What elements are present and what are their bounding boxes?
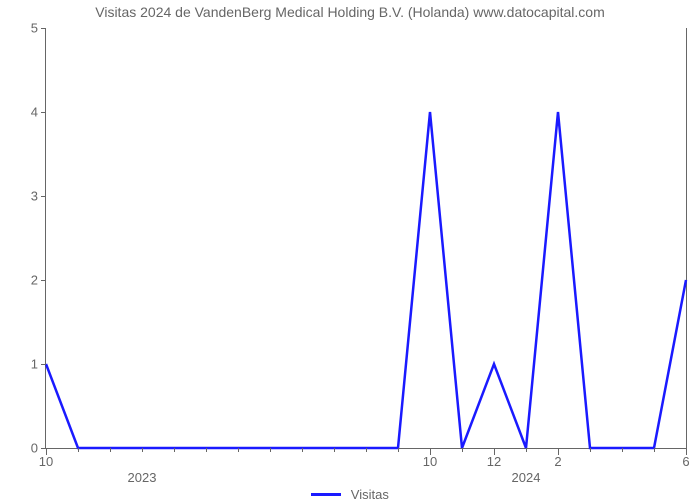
x-tick-mark xyxy=(78,448,79,452)
x-tick-label: 10 xyxy=(39,448,53,469)
x-tick-label: 10 xyxy=(423,448,437,469)
y-tick-mark xyxy=(41,112,46,113)
legend-swatch xyxy=(311,493,341,496)
year-label: 2024 xyxy=(512,448,541,485)
x-tick-mark xyxy=(110,448,111,452)
x-tick-label: 6 xyxy=(682,448,689,469)
year-label: 2023 xyxy=(128,448,157,485)
x-tick-mark xyxy=(174,448,175,452)
y-tick-mark xyxy=(41,280,46,281)
x-tick-mark xyxy=(206,448,207,452)
x-tick-label: 12 xyxy=(487,448,501,469)
x-tick-mark xyxy=(270,448,271,452)
y-tick-mark xyxy=(41,364,46,365)
y-tick-mark xyxy=(41,196,46,197)
line-series xyxy=(46,28,686,448)
x-tick-mark xyxy=(238,448,239,452)
x-tick-mark xyxy=(654,448,655,452)
x-tick-mark xyxy=(302,448,303,452)
x-tick-mark xyxy=(398,448,399,452)
y-tick-mark xyxy=(41,28,46,29)
chart-title: Visitas 2024 de VandenBerg Medical Holdi… xyxy=(0,4,700,20)
x-tick-mark xyxy=(462,448,463,452)
chart-container: { "chart": { "type": "line", "title": "V… xyxy=(0,0,700,500)
x-tick-mark xyxy=(366,448,367,452)
plot-area: 0123451010122620232024 xyxy=(45,28,687,449)
x-tick-mark xyxy=(590,448,591,452)
visits-line xyxy=(46,112,686,448)
x-tick-label: 2 xyxy=(554,448,561,469)
x-tick-mark xyxy=(334,448,335,452)
x-tick-mark xyxy=(622,448,623,452)
